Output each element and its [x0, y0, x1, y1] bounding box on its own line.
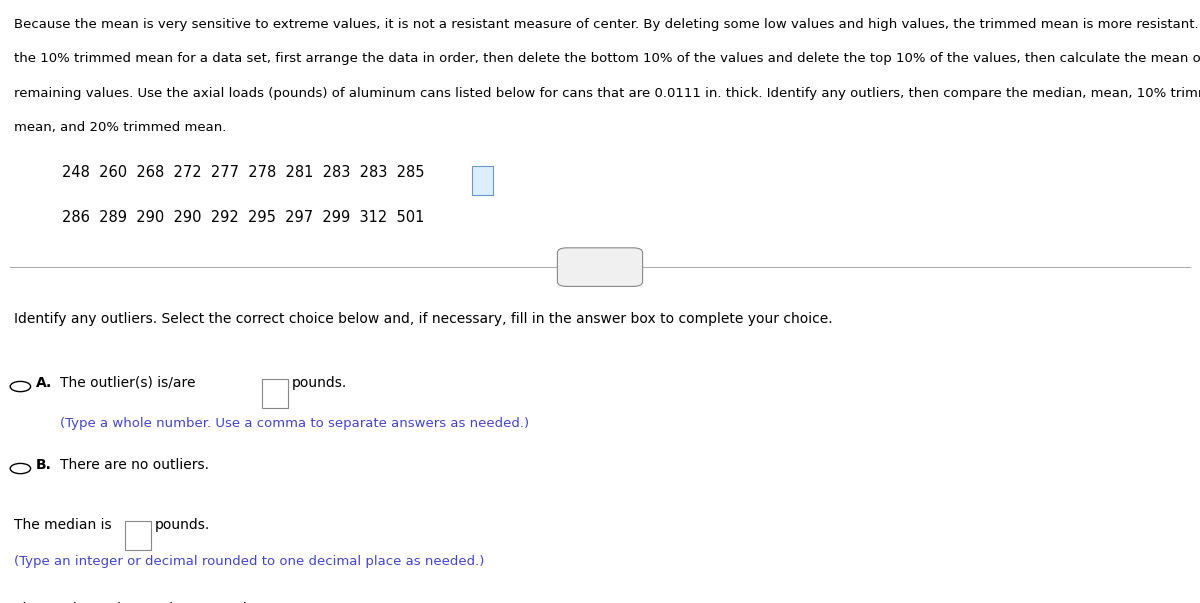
Text: The untrimmed mean is: The untrimmed mean is — [14, 602, 181, 603]
Text: mean, and 20% trimmed mean.: mean, and 20% trimmed mean. — [14, 121, 227, 134]
Text: (Type an integer or decimal rounded to one decimal place as needed.): (Type an integer or decimal rounded to o… — [14, 555, 485, 569]
Text: A.: A. — [36, 376, 53, 390]
Text: The median is: The median is — [14, 518, 112, 532]
Text: 286  289  290  290  292  295  297  299  312  501: 286 289 290 290 292 295 297 299 312 501 — [62, 210, 425, 225]
Text: There are no outliers.: There are no outliers. — [60, 458, 209, 472]
Text: (Type a whole number. Use a comma to separate answers as needed.): (Type a whole number. Use a comma to sep… — [60, 417, 529, 430]
Text: the 10% trimmed mean for a data set, first arrange the data in order, then delet: the 10% trimmed mean for a data set, fir… — [14, 52, 1200, 66]
Text: pounds.: pounds. — [204, 602, 259, 603]
Text: The outlier(s) is/are: The outlier(s) is/are — [60, 376, 196, 390]
Text: Because the mean is very sensitive to extreme values, it is not a resistant meas: Because the mean is very sensitive to ex… — [14, 18, 1200, 31]
Text: pounds.: pounds. — [292, 376, 347, 390]
Text: ...: ... — [594, 262, 606, 272]
Text: remaining values. Use the axial loads (pounds) of aluminum cans listed below for: remaining values. Use the axial loads (p… — [14, 87, 1200, 100]
Text: B.: B. — [36, 458, 52, 472]
Text: 248  260  268  272  277  278  281  283  283  285: 248 260 268 272 277 278 281 283 283 285 — [62, 165, 425, 180]
Text: pounds.: pounds. — [155, 518, 210, 532]
Text: Identify any outliers. Select the correct choice below and, if necessary, fill i: Identify any outliers. Select the correc… — [14, 312, 833, 326]
